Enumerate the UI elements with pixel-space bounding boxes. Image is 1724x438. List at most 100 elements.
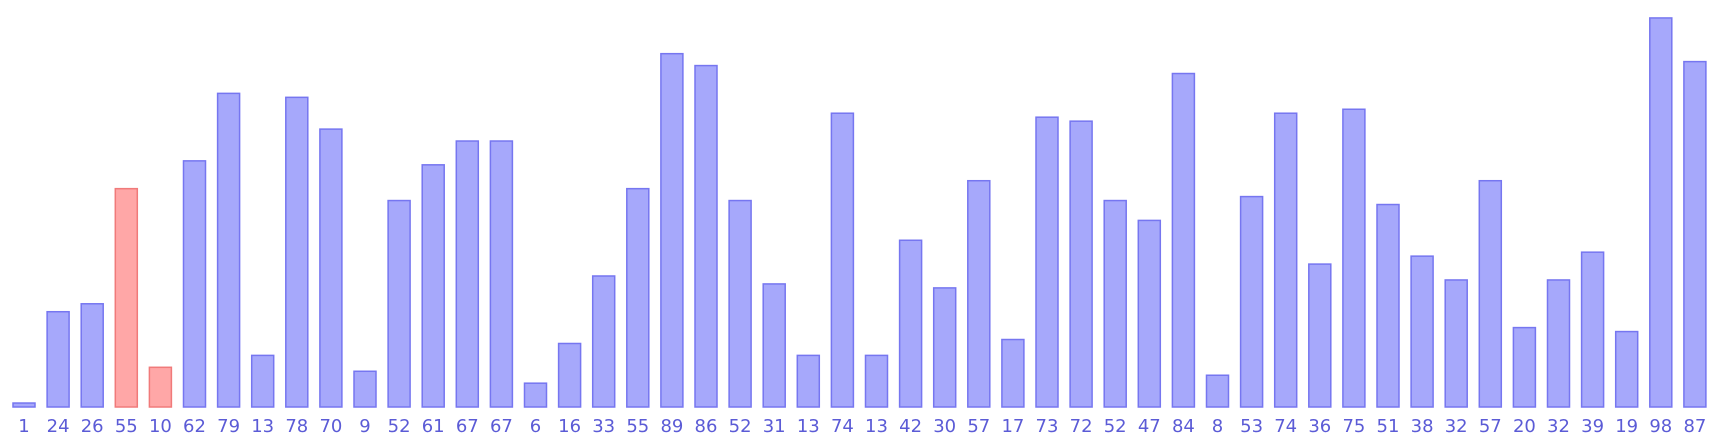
x-tick-label: 79: [217, 416, 240, 437]
bar: [1273, 112, 1298, 408]
bar: [1001, 338, 1025, 408]
bar: [285, 96, 309, 408]
x-tick-label: 55: [626, 416, 649, 437]
bar: [728, 199, 752, 408]
x-tick-label: 87: [1683, 416, 1706, 437]
x-tick-label: 26: [81, 416, 104, 437]
x-tick-label: 32: [1445, 416, 1468, 437]
bar: [1376, 203, 1400, 408]
x-tick-label: 10: [149, 416, 172, 437]
tick-labels-group: 1 24 26 55 10 62 79 13 78 70 9 52 61 67 67 6 16 33 55 89 86 5…: [18, 416, 1706, 437]
x-tick-label: 38: [1411, 416, 1434, 437]
bar: [182, 160, 207, 408]
bar: [1035, 116, 1059, 408]
bar: [455, 140, 480, 408]
bar: [1649, 17, 1673, 408]
x-tick-label: 24: [47, 416, 70, 437]
x-tick-label: 89: [660, 416, 683, 437]
bar: [1205, 374, 1230, 408]
bars-group: [12, 17, 1707, 408]
x-tick-label: 16: [558, 416, 581, 437]
bar: [216, 92, 241, 408]
bar: [932, 287, 957, 408]
bar: [80, 303, 104, 408]
x-tick-label: 42: [899, 416, 922, 437]
x-tick-label: 19: [1615, 416, 1638, 437]
x-tick-label: 9: [359, 416, 370, 437]
bar: [12, 402, 36, 408]
x-tick-label: 67: [490, 416, 513, 437]
bar: [421, 164, 445, 408]
x-tick-label: 74: [831, 416, 854, 437]
bar: [1444, 279, 1468, 408]
bar: [387, 199, 411, 408]
bar: [1580, 251, 1605, 408]
bar: [1239, 195, 1264, 408]
x-tick-label: 30: [933, 416, 956, 437]
bar: [523, 382, 548, 408]
bar: [250, 354, 275, 408]
x-tick-label: 13: [865, 416, 888, 437]
bar: [591, 275, 616, 408]
bar: [967, 179, 991, 408]
bar: [1342, 108, 1366, 408]
x-tick-label: 8: [1212, 416, 1223, 437]
x-tick-label: 1: [18, 416, 29, 437]
x-tick-label: 75: [1342, 416, 1365, 437]
x-tick-label: 13: [797, 416, 820, 437]
bar-highlighted: [114, 187, 139, 408]
bar: [796, 354, 821, 408]
x-tick-label: 47: [1138, 416, 1161, 437]
x-tick-label: 32: [1547, 416, 1570, 437]
bar: [1308, 263, 1332, 408]
x-tick-label: 57: [967, 416, 990, 437]
bar: [626, 187, 650, 408]
bar: [1069, 120, 1093, 408]
x-tick-label: 36: [1308, 416, 1331, 437]
bar: [1546, 279, 1571, 408]
bar: [1137, 219, 1162, 408]
bar-highlighted: [148, 366, 173, 408]
bar: [830, 112, 855, 408]
bar: [898, 239, 923, 408]
bar: [864, 354, 889, 408]
bar: [489, 140, 514, 408]
bar: [46, 310, 70, 408]
bar: [1683, 60, 1707, 408]
x-tick-label: 86: [695, 416, 718, 437]
x-tick-label: 17: [1001, 416, 1024, 437]
bar: [1171, 72, 1196, 408]
x-tick-label: 53: [1240, 416, 1263, 437]
bar: [1478, 179, 1503, 408]
x-tick-label: 70: [319, 416, 342, 437]
x-tick-label: 31: [763, 416, 786, 437]
x-tick-label: 39: [1581, 416, 1604, 437]
bar: [319, 128, 343, 408]
x-tick-label: 6: [530, 416, 541, 437]
x-tick-label: 73: [1036, 416, 1059, 437]
x-tick-label: 62: [183, 416, 206, 437]
x-tick-label: 67: [456, 416, 479, 437]
x-tick-label: 57: [1479, 416, 1502, 437]
bar: [762, 283, 786, 408]
x-tick-label: 52: [729, 416, 752, 437]
x-tick-label: 55: [115, 416, 138, 437]
bar: [1103, 199, 1127, 408]
bar: [557, 342, 582, 408]
x-tick-label: 78: [285, 416, 308, 437]
bar: [1614, 330, 1639, 408]
x-tick-label: 61: [422, 416, 445, 437]
bar: [1410, 255, 1434, 408]
bar: [1512, 326, 1537, 408]
bar: [660, 52, 684, 408]
x-tick-label: 33: [592, 416, 615, 437]
x-tick-label: 20: [1513, 416, 1536, 437]
x-tick-label: 84: [1172, 416, 1195, 437]
x-tick-label: 72: [1070, 416, 1093, 437]
x-tick-label: 13: [251, 416, 274, 437]
x-tick-label: 52: [1104, 416, 1127, 437]
x-tick-label: 51: [1377, 416, 1400, 437]
bar: [694, 64, 718, 408]
